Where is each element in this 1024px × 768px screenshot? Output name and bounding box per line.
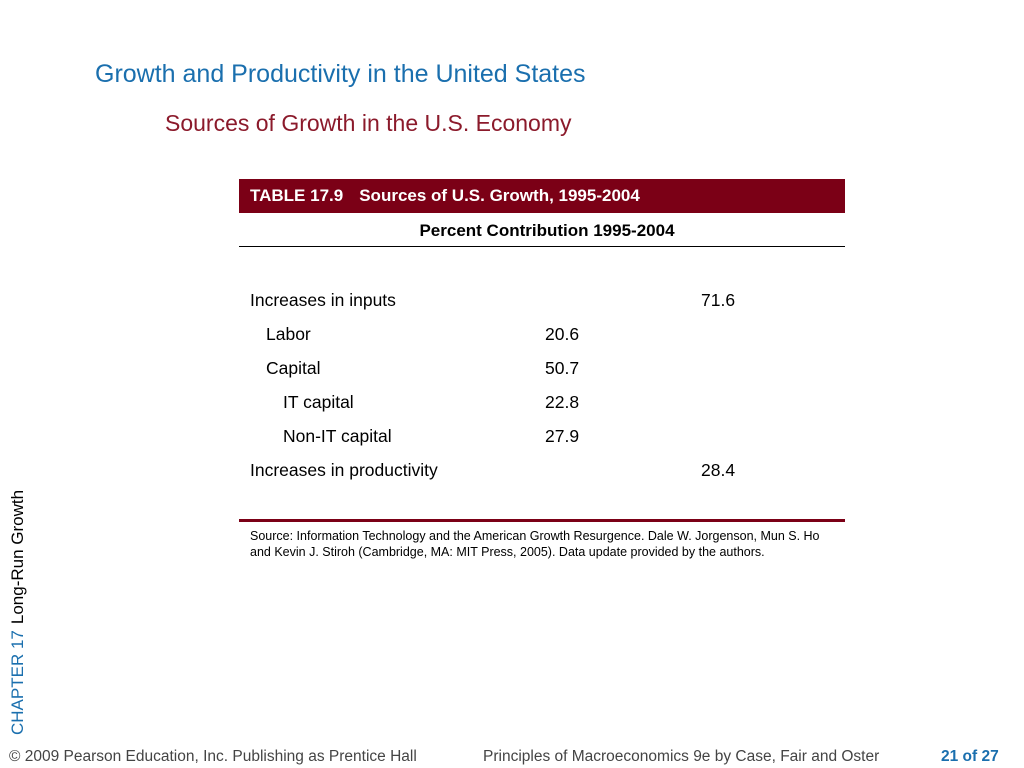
row-sub-value: 20.6	[545, 324, 580, 344]
row-sub-value: 22.8	[545, 392, 580, 412]
row-label: IT capital	[283, 392, 354, 412]
row-sub-value: 27.9	[545, 426, 580, 446]
table-caption: Sources of U.S. Growth, 1995-2004	[359, 186, 640, 205]
row-label: Capital	[266, 358, 321, 378]
table-row: Labor 20.6	[239, 319, 845, 349]
chapter-sidebar: CHAPTER 17 Long-Run Growth	[8, 490, 28, 735]
table-row: Non-IT capital 27.9	[239, 421, 845, 451]
table-row: Increases in inputs 71.6	[239, 285, 845, 315]
slide-title: Growth and Productivity in the United St…	[95, 60, 586, 88]
footer: © 2009 Pearson Education, Inc. Publishin…	[0, 746, 1024, 768]
table-number: TABLE 17.9	[250, 186, 344, 205]
chapter-number: CHAPTER 17	[8, 630, 27, 735]
row-label: Non-IT capital	[283, 426, 392, 446]
row-label: Increases in productivity	[250, 460, 438, 480]
row-total-value: 28.4	[701, 460, 736, 480]
footer-copyright: © 2009 Pearson Education, Inc. Publishin…	[9, 748, 417, 765]
table-row: IT capital 22.8	[239, 387, 845, 417]
table-row: Capital 50.7	[239, 353, 845, 383]
row-total-value: 71.6	[701, 290, 736, 310]
chapter-topic: Long-Run Growth	[8, 489, 27, 625]
footer-book-title: Principles of Macroeconomics 9e by Case,…	[483, 748, 880, 765]
slide-subtitle: Sources of Growth in the U.S. Economy	[165, 110, 572, 136]
row-sub-value: 50.7	[545, 358, 580, 378]
table-source-note: Source: Information Technology and the A…	[250, 529, 820, 559]
table-caption-bar: TABLE 17.9 Sources of U.S. Growth, 1995-2…	[239, 179, 845, 213]
table-bottom-rule	[239, 519, 845, 522]
footer-page-number: 21 of 27	[941, 748, 999, 765]
row-label: Increases in inputs	[250, 290, 396, 310]
table-row: Increases in productivity 28.4	[239, 455, 845, 485]
table-column-header: Percent Contribution 1995-2004	[239, 213, 845, 247]
row-label: Labor	[266, 324, 311, 344]
